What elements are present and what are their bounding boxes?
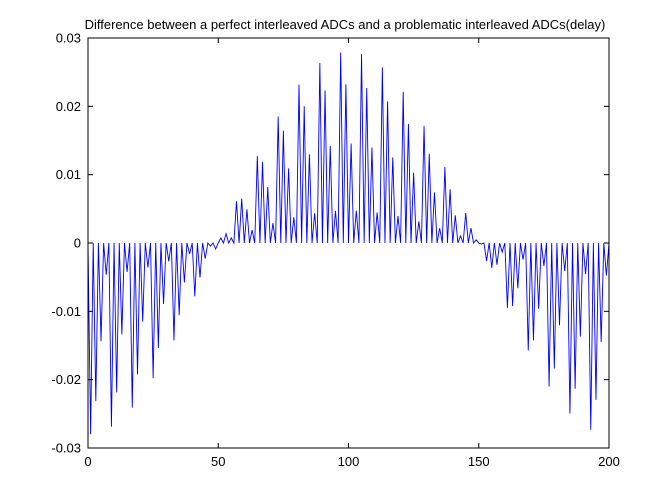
y-tick-label: -0.03 bbox=[51, 441, 81, 456]
x-tick-label: 150 bbox=[468, 454, 490, 469]
plot-area bbox=[87, 52, 610, 435]
x-tick-label: 200 bbox=[598, 454, 620, 469]
y-tick-label: -0.02 bbox=[51, 372, 81, 387]
y-tick-label: 0 bbox=[74, 236, 81, 251]
x-tick-label: 100 bbox=[338, 454, 360, 469]
x-tick-label: 50 bbox=[211, 454, 225, 469]
x-tick-label: 0 bbox=[84, 454, 91, 469]
y-tick-label: 0.01 bbox=[56, 167, 81, 182]
series-line-difference bbox=[87, 52, 610, 435]
y-tick-label: 0.03 bbox=[56, 31, 81, 46]
axes: 0 50 100 150 200 -0.03 -0.02 -0.01 0 0.01 0.02 0.03 bbox=[51, 31, 619, 470]
chart-title: Difference between a perfect interleaved… bbox=[85, 17, 606, 32]
y-tick-label: 0.02 bbox=[56, 99, 81, 114]
y-tick-label: -0.01 bbox=[51, 304, 81, 319]
